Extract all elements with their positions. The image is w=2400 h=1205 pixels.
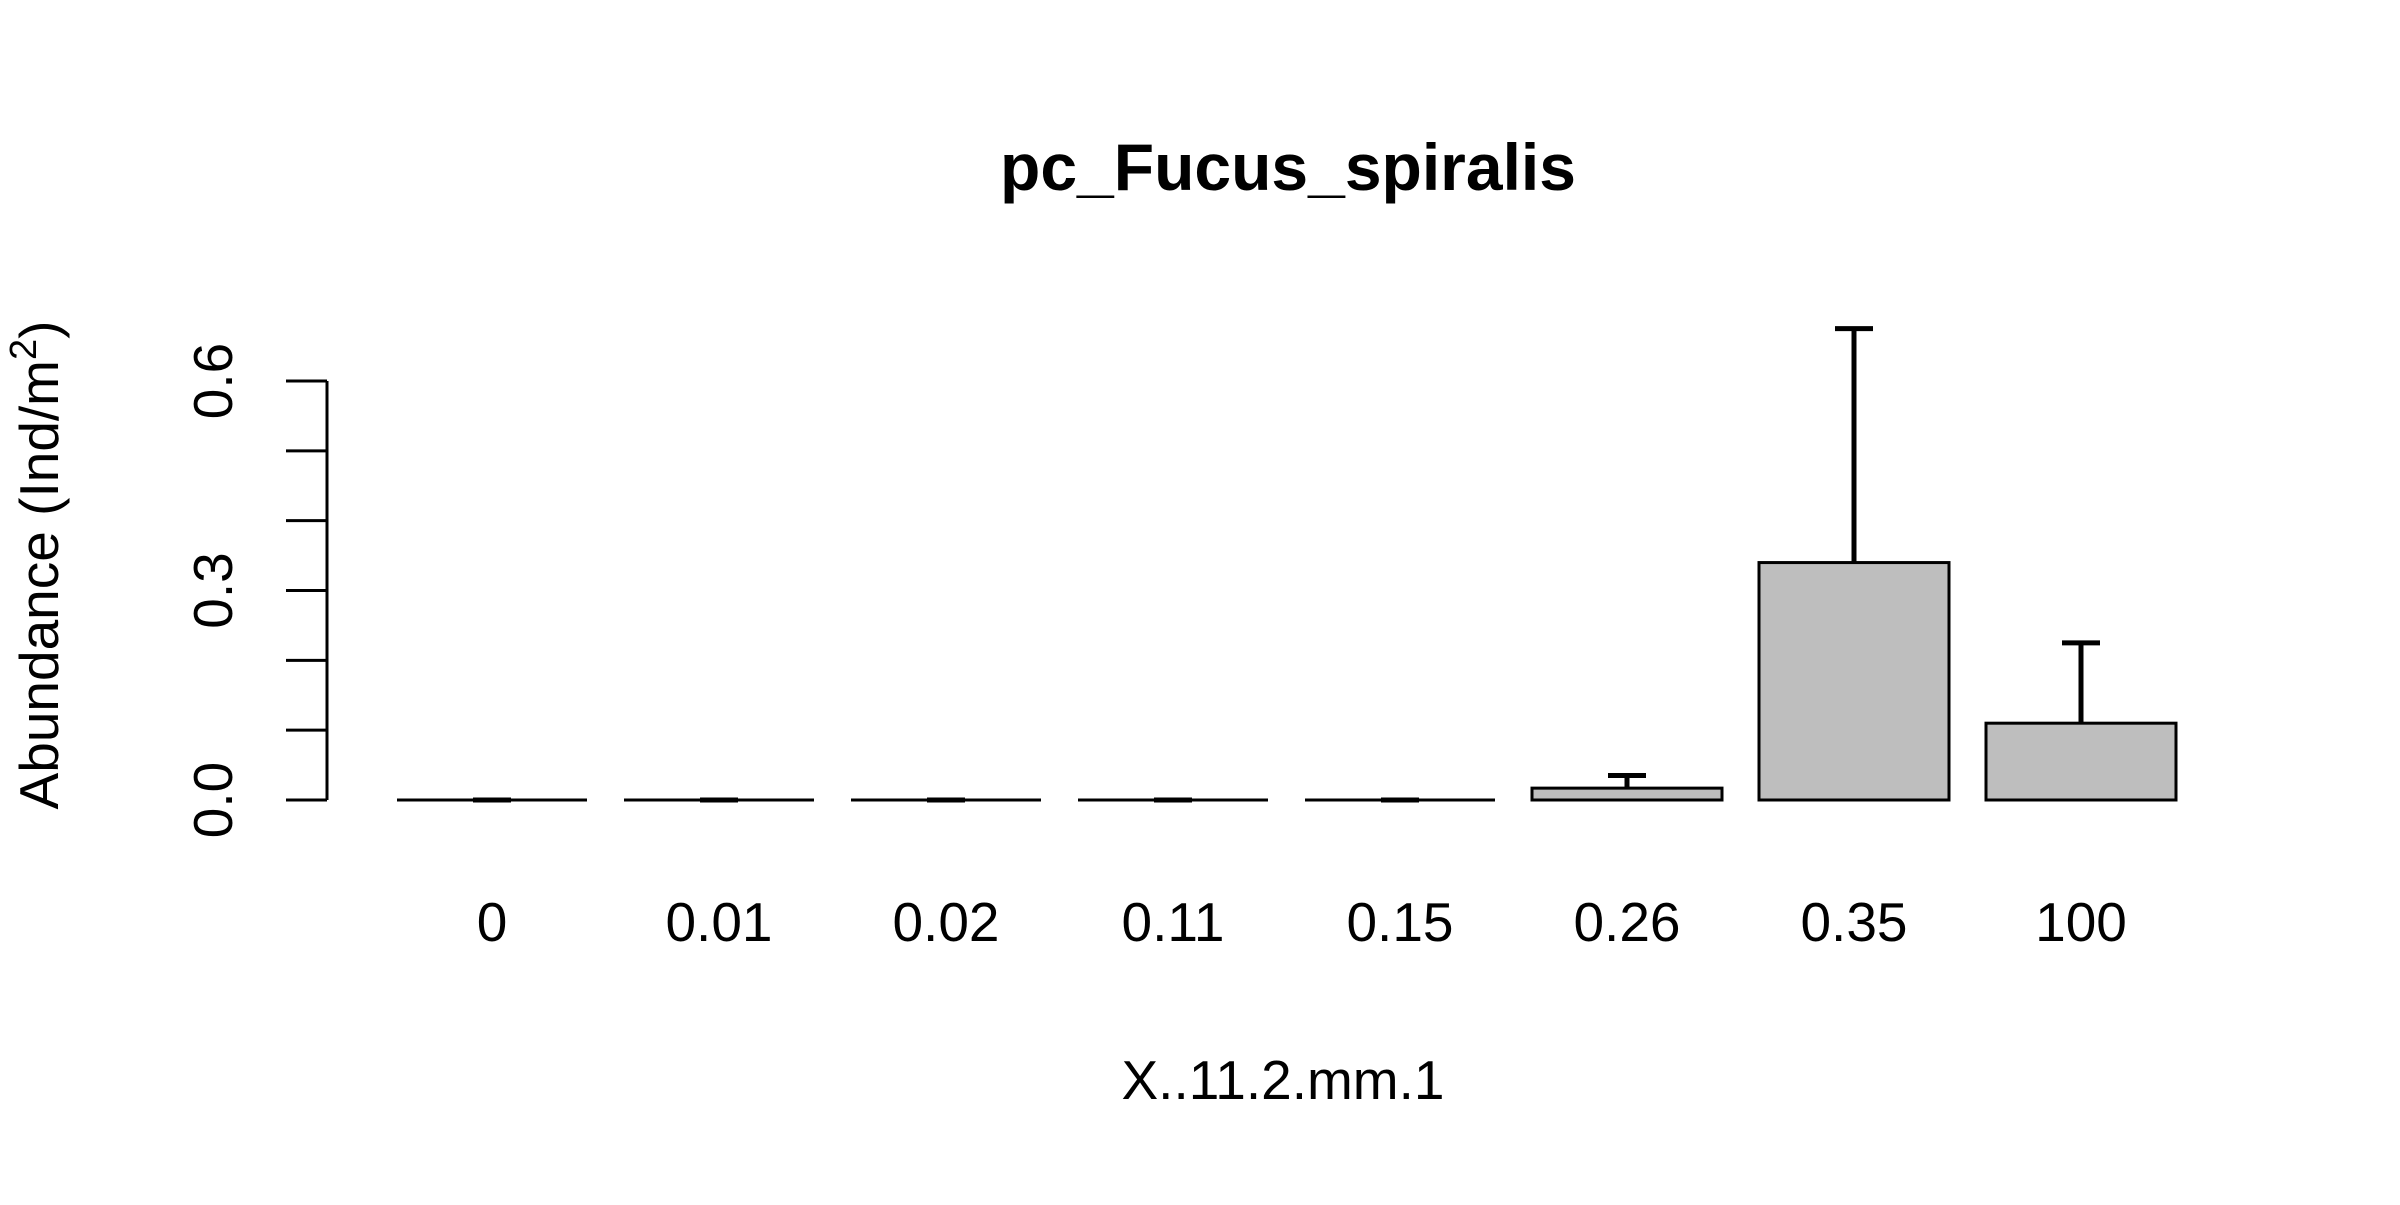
y-axis-ticks: 0.0 0.3 0.6 [182,343,327,838]
x-tick-label: 0.26 [1573,891,1680,953]
bar [1984,721,2178,802]
bar [1530,786,1724,802]
bar [1757,561,1951,802]
y-axis-label-suffix: ) [8,321,70,339]
x-axis-label: X..11.2.mm.1 [1122,1049,1445,1111]
y-axis-label: Abundance (Ind/m2) [3,321,70,810]
x-tick-label: 0 [477,891,508,953]
x-tick-label: 0.11 [1122,891,1225,953]
x-tick-label: 0.15 [1346,891,1453,953]
bars [397,561,2178,802]
y-axis-label-text: Abundance (Ind/m [8,360,70,809]
y-tick-label: 0.6 [182,343,244,419]
x-tick-label: 0.01 [665,891,772,953]
x-tick-label: 0.02 [892,891,999,953]
y-tick-label: 0.0 [182,762,244,838]
y-axis-label-superscript: 2 [3,339,45,360]
svg-text:Abundance (Ind/m2): Abundance (Ind/m2) [3,321,70,810]
chart-title: pc_Fucus_spiralis [1000,130,1576,204]
x-tick-label: 100 [2035,891,2127,953]
y-tick-label: 0.3 [182,552,244,628]
x-tick-label: 0.35 [1800,891,1907,953]
error-bars [473,326,2100,803]
x-axis-tick-labels: 0 0.01 0.02 0.11 0.15 0.26 0.35 100 [477,891,2127,953]
